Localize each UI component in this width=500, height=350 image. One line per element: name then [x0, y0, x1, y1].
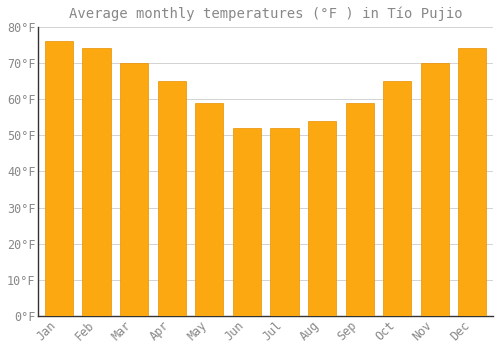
Bar — [346, 103, 374, 316]
Bar — [308, 121, 336, 316]
Bar — [195, 103, 224, 316]
Bar — [458, 48, 486, 316]
Title: Average monthly temperatures (°F ) in Tío Pujio: Average monthly temperatures (°F ) in Tí… — [69, 7, 462, 21]
Bar — [82, 48, 110, 316]
Bar — [232, 128, 261, 316]
Bar — [45, 41, 73, 316]
Bar — [270, 128, 298, 316]
Bar — [158, 81, 186, 316]
Bar — [120, 63, 148, 316]
Bar — [383, 81, 412, 316]
Bar — [420, 63, 449, 316]
